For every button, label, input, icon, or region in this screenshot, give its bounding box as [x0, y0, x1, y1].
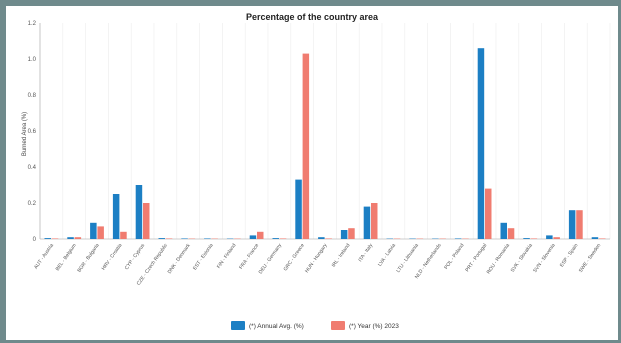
chart-panel: Percentage of the country area Burned Ar…	[6, 6, 618, 340]
bar-chart: Percentage of the country area Burned Ar…	[22, 12, 611, 330]
bar	[371, 203, 378, 239]
x-tick-label: SVK - Slovakia	[510, 243, 534, 274]
bar	[204, 238, 211, 239]
x-tick-label: DEU - Germany	[258, 242, 284, 275]
y-tick-label: 1.2	[28, 21, 37, 27]
bar	[348, 228, 355, 239]
bar	[599, 238, 606, 239]
x-tick-label: FRA - France	[238, 243, 260, 271]
x-tick-label: CYP - Cyprus	[124, 242, 147, 271]
x-tick-label: HRV - Croatia	[101, 243, 124, 272]
x-tick-label: GRC - Greece	[283, 243, 306, 273]
bar	[485, 188, 492, 239]
y-tick-labels: 0 0.2 0.4 0.6 0.8 1.0 1.2	[28, 21, 37, 243]
grid-lines	[39, 23, 611, 239]
bar	[158, 238, 165, 239]
bar	[112, 194, 120, 239]
x-tick-label: FIN - Finland	[216, 243, 238, 270]
bar	[477, 48, 485, 240]
bar	[530, 238, 538, 239]
x-tick-label: LTU - Lithuania	[396, 243, 420, 274]
bar	[553, 237, 560, 239]
y-tick-label: 0.8	[28, 93, 37, 99]
bar	[257, 231, 264, 239]
x-tick-label: SWE - Sweden	[578, 243, 602, 274]
x-tick-label: EST - Estonia	[192, 243, 215, 272]
bar	[90, 222, 97, 239]
y-tick-label: 0	[33, 237, 37, 243]
bar	[576, 210, 583, 239]
legend-entry: (*) Annual Avg. (%)	[249, 323, 304, 330]
legend: (*) Annual Avg. (%) (*) Year (%) 2023	[231, 321, 399, 330]
bar	[340, 230, 348, 239]
x-tick-label: BEL - Belgium	[55, 243, 78, 272]
x-tick-label: BGR - Bulgaria	[76, 243, 100, 274]
x-tick-label: DNK - Denmark	[167, 242, 192, 275]
x-tick-label: HUN - Hungary	[304, 242, 329, 274]
bar	[74, 237, 82, 239]
bar	[279, 238, 287, 239]
axes	[39, 23, 610, 240]
bar	[591, 237, 599, 239]
x-tick-label: IRL - Ireland	[331, 243, 352, 269]
y-tick-label: 1.0	[28, 57, 37, 63]
y-tick-label: 0.4	[28, 165, 37, 171]
x-tick-label: ESP - Spain	[559, 243, 580, 269]
bar	[67, 237, 74, 239]
bar	[165, 238, 173, 239]
y-tick-label: 0.2	[28, 201, 37, 207]
bar	[44, 238, 51, 239]
chart-title: Percentage of the country area	[246, 12, 379, 22]
bar	[295, 179, 302, 239]
bar	[318, 237, 325, 239]
x-tick-label: ITA - Italy	[357, 242, 374, 263]
bar	[363, 206, 371, 239]
bar	[97, 226, 104, 239]
bar	[302, 53, 310, 239]
x-tick-label: LVA - Latvia	[377, 243, 397, 268]
bar	[507, 228, 515, 239]
legend-entry: (*) Year (%) 2023	[349, 323, 399, 330]
bars	[44, 48, 606, 240]
bar	[135, 185, 143, 239]
bar	[272, 238, 279, 239]
bar	[249, 235, 257, 239]
bar	[546, 235, 553, 239]
x-tick-label: ROU - Romania	[486, 243, 511, 276]
x-tick-label: SVN - Slovenia	[532, 243, 556, 274]
bar	[181, 238, 188, 239]
legend-swatch	[231, 321, 245, 330]
x-tick-label: AUT - Austria	[33, 243, 55, 271]
y-tick-label: 0.6	[28, 129, 37, 135]
bar	[500, 222, 507, 239]
bar	[120, 231, 127, 239]
bar	[454, 238, 462, 239]
bar	[523, 238, 530, 239]
bar	[568, 210, 576, 239]
bar	[51, 238, 59, 239]
x-tick-label: PRT - Portugal	[464, 243, 488, 273]
legend-swatch	[331, 321, 345, 330]
bar	[325, 238, 332, 239]
bar	[143, 203, 150, 239]
y-axis-label: Burned Area (%)	[22, 112, 28, 156]
x-tick-label: POL - Poland	[443, 243, 465, 271]
